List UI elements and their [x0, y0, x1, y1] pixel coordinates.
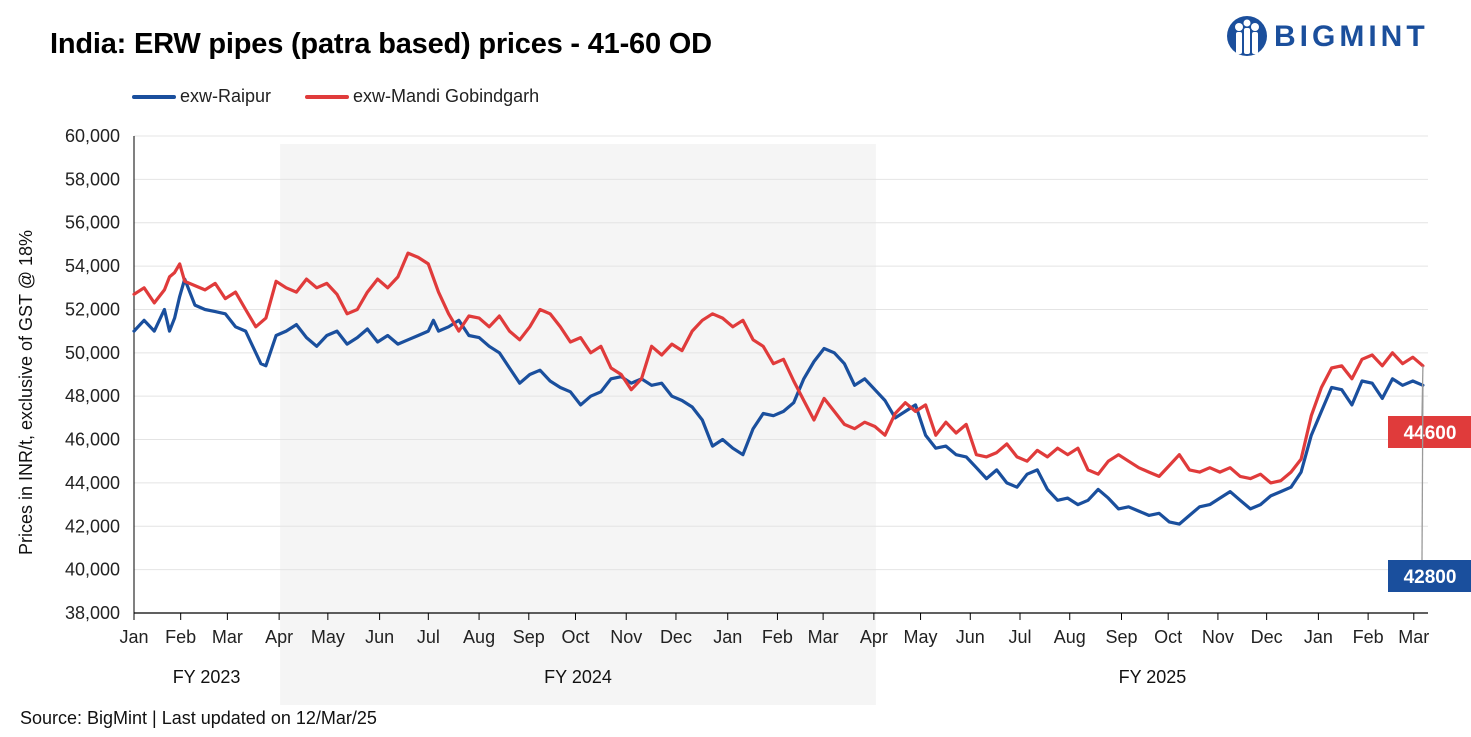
legend-swatch-raipur	[132, 94, 176, 99]
y-tick-label-54000: 54,000	[65, 256, 120, 276]
y-tick-label-40000: 40,000	[65, 560, 120, 580]
x-tick-label-22: Nov	[1202, 627, 1234, 647]
x-tick-label-9: Oct	[561, 627, 589, 647]
legend-swatch-mandi	[305, 94, 350, 99]
x-tick-label-17: Jun	[956, 627, 985, 647]
x-tick-label-2: Mar	[212, 627, 243, 647]
x-tick-label-0: Jan	[119, 627, 148, 647]
x-tick-label-12: Jan	[713, 627, 742, 647]
x-tick-label-4: May	[311, 627, 345, 647]
gridlines	[134, 135, 1428, 571]
source-note: Source: BigMint | Last updated on 12/Mar…	[20, 708, 377, 728]
y-tick-label-42000: 42,000	[65, 516, 120, 536]
x-tick-label-14: Mar	[808, 627, 839, 647]
x-tick-label-7: Aug	[463, 627, 495, 647]
series-line-raipur	[132, 277, 1425, 526]
fiscal-year-shading	[280, 144, 876, 705]
x-tick-label-3: Apr	[265, 627, 293, 647]
callout-box-mandi	[1388, 416, 1471, 448]
y-tick-label-52000: 52,000	[65, 299, 120, 319]
bigmint-logo: BIGMINT	[1226, 12, 1429, 62]
y-tick-label-46000: 46,000	[65, 430, 120, 450]
x-tick-label-23: Dec	[1251, 627, 1283, 647]
y-tick-label-44000: 44,000	[65, 473, 120, 493]
x-tick-label-8: Sep	[513, 627, 545, 647]
y-tick-label-50000: 50,000	[65, 343, 120, 363]
x-tick-label-25: Feb	[1353, 627, 1384, 647]
x-tick-label-18: Jul	[1009, 627, 1032, 647]
fy-shade-band	[280, 144, 876, 705]
y-tick-label-38000: 38,000	[65, 603, 120, 623]
callout-value-raipur: 42800	[1404, 567, 1457, 588]
series-lines	[132, 251, 1425, 526]
x-tick-label-10: Nov	[610, 627, 642, 647]
logo-wordmark: BIGMINT	[1274, 20, 1429, 53]
y-tick-label-60000: 60,000	[65, 126, 120, 146]
x-tick-label-26: Mar	[1398, 627, 1429, 647]
chart-legend: exw-Raipur exw-Mandi Gobindgarh	[132, 86, 573, 107]
last-value-callouts: 44600 42800	[1388, 365, 1471, 592]
callout-value-mandi: 44600	[1404, 423, 1457, 444]
fy-label-0: FY 2023	[173, 667, 241, 687]
x-tick-label-24: Jan	[1304, 627, 1333, 647]
axes: FY 2023 FY 2024 FY 2025 38,000 40,000 42,000 4…	[65, 126, 1429, 687]
y-tick-label-56000: 56,000	[65, 213, 120, 233]
x-tick-label-19: Aug	[1054, 627, 1086, 647]
callout-box-raipur	[1388, 560, 1471, 592]
series-line-mandi	[132, 251, 1425, 485]
x-tick-label-5: Jun	[365, 627, 394, 647]
x-tick-label-16: May	[904, 627, 938, 647]
x-tick-label-1: Feb	[165, 627, 196, 647]
legend-label-raipur: exw-Raipur	[180, 86, 272, 106]
y-axis-label: Prices in INR/t, exclusive of GST @ 18%	[16, 230, 36, 555]
callout-leader-raipur	[1421, 385, 1424, 561]
x-tick-label-21: Oct	[1154, 627, 1182, 647]
x-tick-label-13: Feb	[762, 627, 793, 647]
y-tick-label-48000: 48,000	[65, 386, 120, 406]
logo-people-icon	[1227, 16, 1267, 56]
x-tick-label-6: Jul	[417, 627, 440, 647]
chart-title: India: ERW pipes (patra based) prices - …	[50, 28, 712, 60]
x-tick-label-11: Dec	[660, 627, 692, 647]
y-tick-label-58000: 58,000	[65, 169, 120, 189]
legend-item-raipur[interactable]: exw-Raipur	[132, 86, 271, 107]
fy-label-1: FY 2024	[544, 667, 612, 687]
x-tick-label-15: Apr	[860, 627, 888, 647]
x-tick-label-20: Sep	[1105, 627, 1137, 647]
legend-label-mandi: exw-Mandi Gobindgarh	[353, 86, 540, 106]
legend-item-mandi[interactable]: exw-Mandi Gobindgarh	[305, 86, 539, 107]
fy-label-2: FY 2025	[1119, 667, 1187, 687]
